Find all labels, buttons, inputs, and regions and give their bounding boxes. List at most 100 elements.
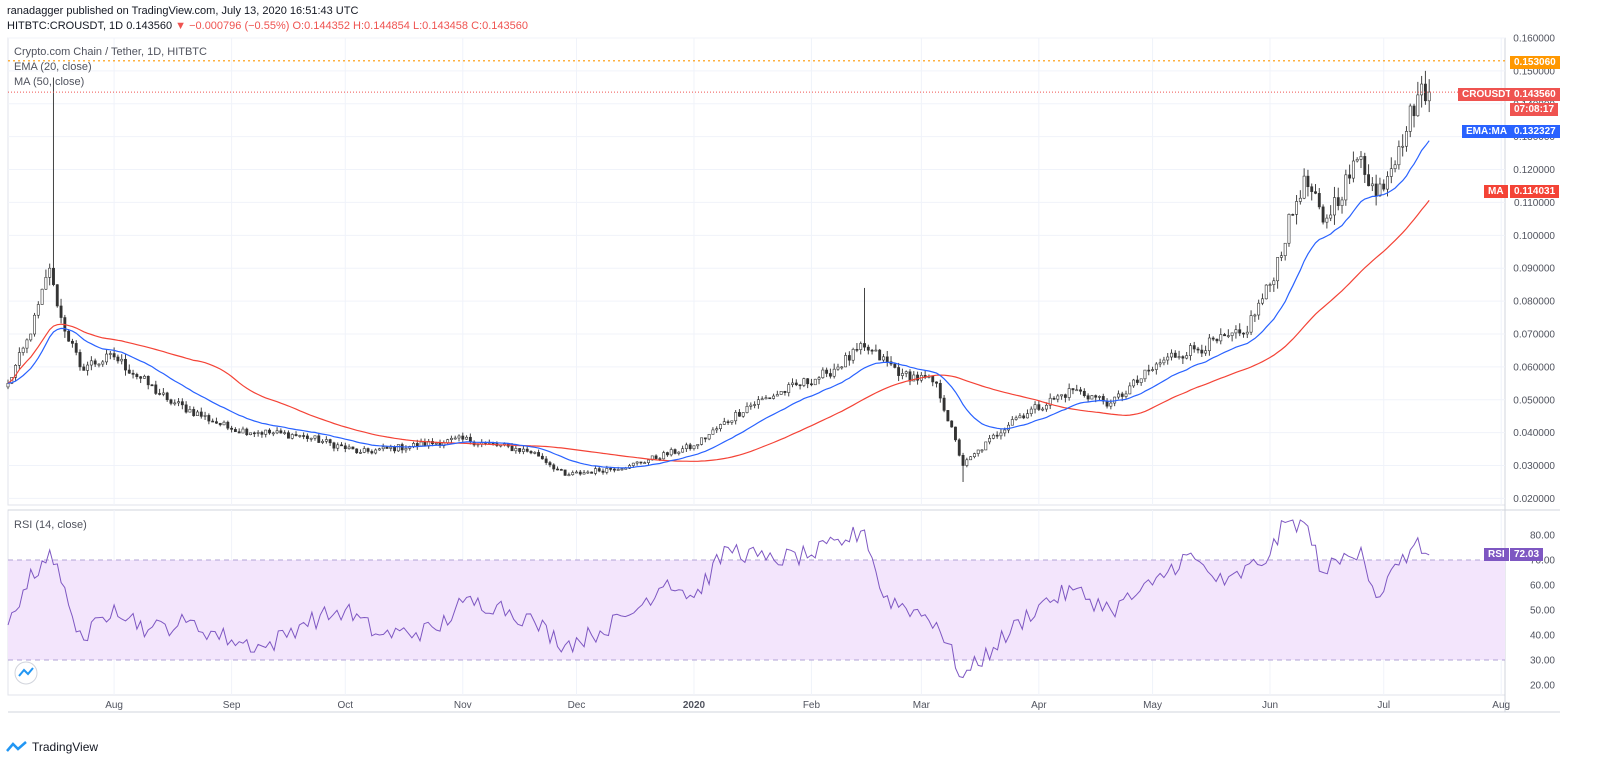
candle-body [783,391,787,393]
candle-body [294,434,298,436]
candle-body [821,369,825,379]
candle-body [677,451,681,454]
x-tick-label: Aug [105,700,123,711]
price-tick-label: 0.040000 [1513,428,1555,439]
candle-body [1389,168,1393,177]
candle-body [29,333,33,341]
candle-body [1207,337,1211,352]
candle-body [779,391,783,395]
candle-body [1147,369,1151,372]
candle-body [870,349,874,352]
x-tick-label: Jun [1262,700,1278,711]
candle-body [760,398,764,401]
candle-body [487,442,491,444]
candle-body [711,429,715,435]
candle-body [1416,94,1420,117]
open-value: O:0.144352 [292,20,350,32]
candle-body [1310,186,1314,192]
candle-body [1420,83,1424,96]
candle-body [313,435,317,439]
candle-body [359,452,362,454]
candle-body [332,442,336,449]
candle-body [1177,356,1181,358]
candle-body [1333,197,1336,216]
candle-body [154,384,158,394]
candle-body [131,372,135,375]
candle-body [461,435,465,440]
rsi-legend[interactable]: RSI (14, close) [14,519,87,531]
candle-body [1173,352,1177,358]
candle-body [919,375,923,381]
tradingview-logo[interactable]: TradingView [6,740,98,754]
candle-body [1116,393,1120,398]
price-change: −0.000796 (−0.55%) [189,20,290,32]
candle-body [556,468,559,471]
candle-body [1071,388,1075,391]
candle-body [1192,345,1196,350]
candle-body [654,455,658,459]
candle-body [612,468,616,471]
candle-body [768,397,772,400]
candle-body [256,432,260,434]
candle-body [423,441,427,447]
candle-body [177,401,180,404]
candle-body [1154,363,1158,370]
rsi-name-tag: RSI [1484,548,1509,561]
candle-body [419,441,423,447]
candle-body [628,465,631,469]
candle-body [431,441,434,445]
candle-body [1063,394,1067,398]
candle-body [995,434,999,437]
last-price: 0.143560 [126,20,173,32]
candle-body [605,468,609,473]
candle-body [1033,404,1037,410]
candle-body [590,471,594,474]
candle-body [393,446,397,452]
symbol-label: HITBTC:CROUSDT, 1D [7,20,124,32]
candle-body [180,401,184,406]
candle-body [927,375,931,378]
high-value: H:0.144854 [353,20,410,32]
candle-body [427,441,431,447]
candle-body [336,444,340,449]
candle-body [237,431,241,434]
candle-body [544,458,548,463]
candle-body [67,330,71,342]
candle-body [1185,355,1189,359]
candle-body [620,468,624,471]
candle-body [52,267,55,285]
candle-body [218,422,222,426]
candle-body [984,441,988,451]
candle-body [63,317,67,332]
crousdt-price-tag: 0.143560 [1510,88,1560,101]
candle-body [753,404,757,406]
x-tick-label: Oct [338,700,354,711]
candle-body [1143,369,1147,380]
candle-body [1287,214,1291,244]
candle-body [756,399,760,405]
ema-legend[interactable]: EMA (20, close) [14,61,92,73]
ma-legend[interactable]: MA (50, close) [14,76,85,88]
candle-body [1014,417,1018,420]
candle-body [976,449,980,454]
candle-body [268,429,271,434]
candle-body [647,459,650,463]
candle-body [93,360,97,365]
candle-body [139,376,143,379]
candle-body [412,443,415,447]
candle-body [575,471,578,474]
rsi-tick-label: 80.00 [1530,531,1555,542]
candle-body [885,356,889,363]
candle-body [1382,183,1386,190]
candle-body [730,420,734,423]
candle-body [889,361,893,365]
candle-body [1348,174,1352,179]
x-tick-label: 2020 [683,700,706,711]
candle-body [669,449,673,456]
candle-body [859,343,863,350]
candle-body [305,435,309,439]
candle-body [1223,334,1226,337]
candle-body [559,469,563,471]
candle-body [370,451,374,454]
